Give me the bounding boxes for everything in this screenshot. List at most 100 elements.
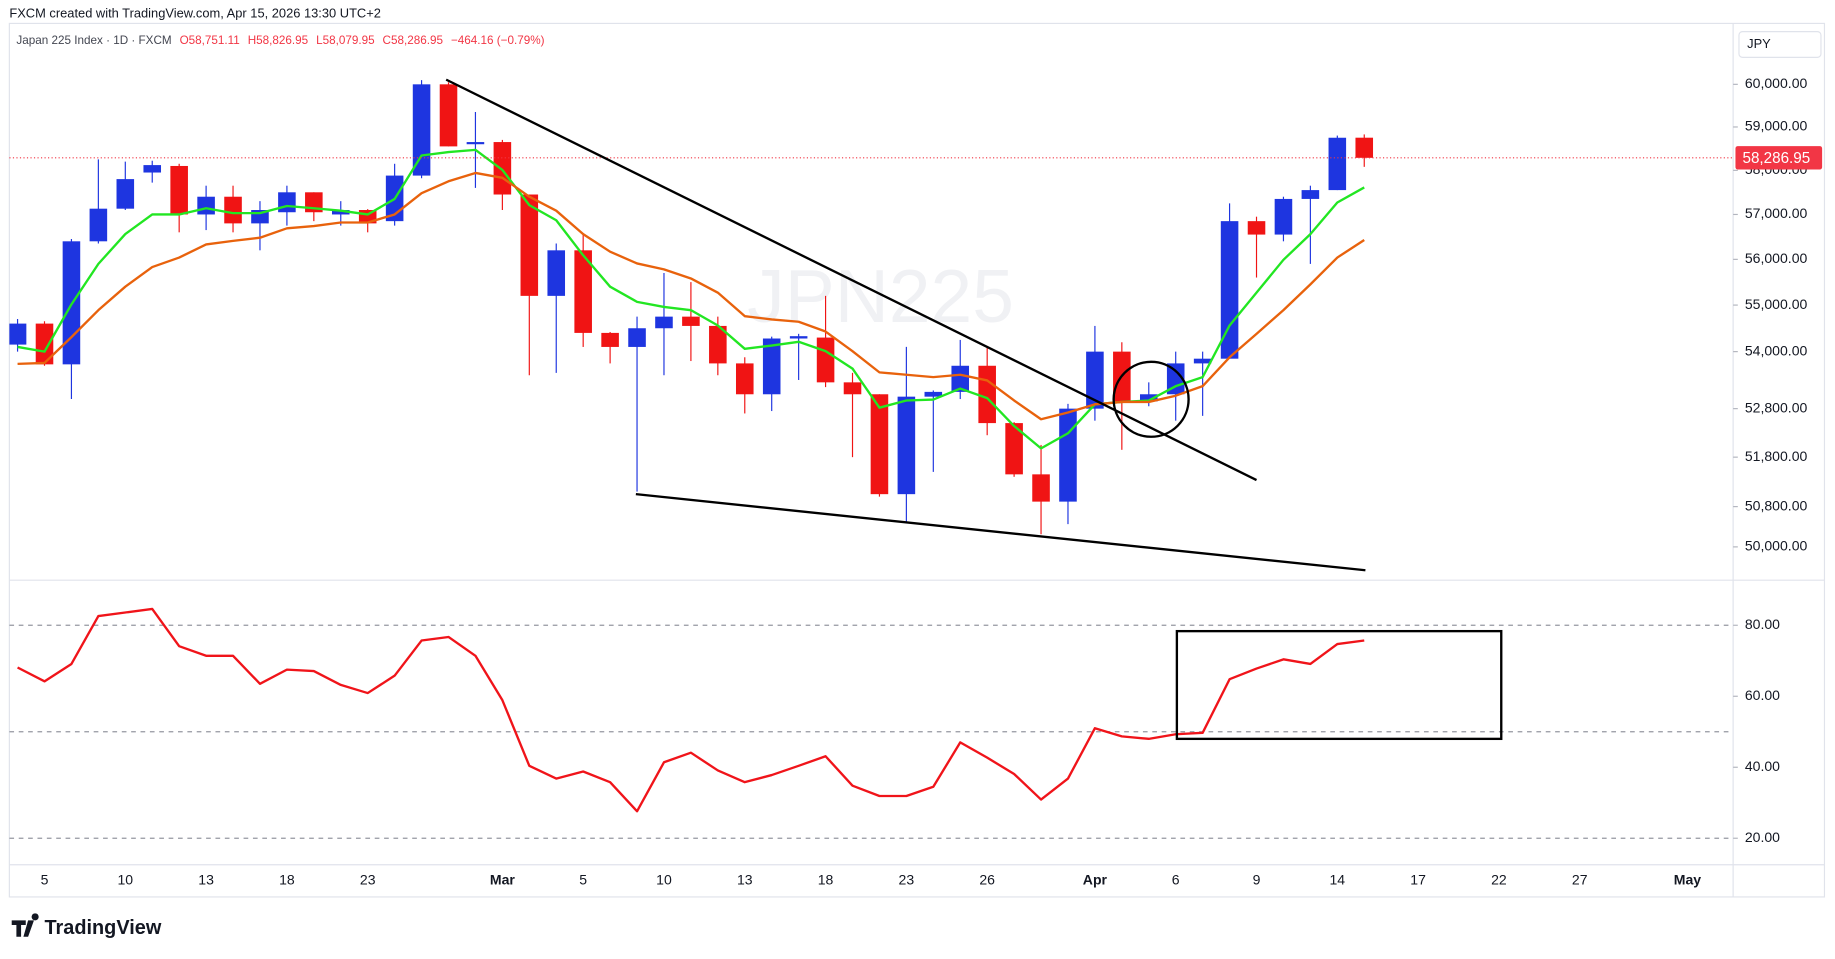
candle-body: [520, 194, 539, 296]
candle-body: [9, 323, 27, 345]
credit: FXCM created with TradingView.com, Apr 1…: [9, 5, 381, 20]
logo: TradingView: [11, 913, 162, 939]
candle-body: [870, 394, 889, 495]
last-price-box: [1735, 146, 1823, 170]
candle-body: [547, 250, 566, 296]
symbol: Japan 225 Index · 1D · FXCM: [16, 34, 171, 47]
candle-body: [1032, 474, 1050, 502]
candle-body: [951, 365, 970, 392]
x-tick-label: 26: [979, 871, 995, 887]
currency-box[interactable]: [1738, 31, 1822, 58]
x-tick-label: May: [1674, 871, 1702, 887]
candle-body: [1139, 394, 1158, 402]
candle-body: [170, 165, 188, 215]
y-tick-label: 50,000.00: [1745, 538, 1808, 554]
candle-body: [789, 336, 808, 339]
logo-icon: [11, 913, 39, 937]
x-tick-label: 23: [360, 871, 376, 887]
y-tick-label: 80.00: [1745, 616, 1780, 632]
candle-body: [439, 84, 458, 147]
candle-body: [35, 323, 54, 365]
candle-body: [1193, 358, 1212, 364]
x-tick-label: 5: [579, 871, 587, 887]
y-tick-label: 60.00: [1745, 687, 1780, 703]
x-tick-label: 18: [818, 871, 834, 887]
close-value: C58,286.95: [383, 34, 444, 47]
last-price-label: 58,286.95: [1742, 150, 1810, 167]
low-value: L58,079.95: [316, 34, 375, 47]
candle-body: [843, 382, 862, 395]
rsi-highlight-box: [1175, 629, 1503, 741]
candle-body: [1247, 221, 1266, 235]
candle-body: [1220, 221, 1239, 359]
candle-body: [762, 338, 781, 395]
x-tick-label: 23: [899, 871, 915, 887]
y-tick-label: 54,000.00: [1745, 342, 1808, 358]
x-tick-label: 10: [117, 871, 133, 887]
y-tick-label: 60,000.00: [1745, 75, 1808, 91]
x-tick-label: 22: [1491, 871, 1507, 887]
x-tick-label: 18: [279, 871, 295, 887]
y-tick-label: 52,800.00: [1745, 399, 1808, 415]
candle-body: [466, 142, 485, 145]
upper-trendline: [445, 78, 1258, 482]
candle-body: [1166, 363, 1185, 395]
candle-body: [89, 208, 108, 242]
y-tick-label: 56,000.00: [1745, 250, 1808, 266]
candle-body: [331, 210, 350, 215]
y-tick-label: 55,000.00: [1745, 296, 1808, 312]
x-tick-label: 13: [737, 871, 753, 887]
candle-body: [897, 396, 916, 495]
watermark: JPN225: [747, 254, 1014, 338]
candle-body: [816, 337, 835, 383]
candles: [9, 80, 1374, 535]
candle-body: [224, 196, 242, 224]
candle-body: [978, 365, 996, 424]
y-tick-label: 57,000.00: [1745, 205, 1808, 221]
line-series: [17, 607, 1365, 813]
x-tick-label: 13: [198, 871, 214, 887]
x-tick-label: 6: [1172, 871, 1180, 887]
candle-body: [628, 328, 646, 347]
candle-body: [1301, 190, 1320, 199]
x-tick-label: 27: [1572, 871, 1588, 887]
currency[interactable]: JPY: [1747, 36, 1771, 51]
candle-body: [1274, 198, 1293, 235]
y-tick-label: 40.00: [1745, 758, 1780, 774]
x-tick-label: 14: [1330, 871, 1346, 887]
candle-body: [143, 165, 162, 173]
breakout-circle: [1112, 360, 1190, 438]
candle-body: [682, 316, 700, 326]
x-tick-label: 5: [41, 871, 49, 887]
candle-body: [655, 316, 673, 329]
y-tick-label: 59,000.00: [1745, 118, 1808, 134]
candle-body: [574, 250, 592, 333]
candle-body: [412, 84, 431, 176]
x-tick-label: 17: [1410, 871, 1426, 887]
line-series: [17, 171, 1365, 421]
change-value: −464.16 (−0.79%): [451, 34, 545, 47]
candle-body: [116, 179, 135, 209]
candle-body: [601, 332, 619, 347]
x-tick-label: 10: [656, 871, 672, 887]
y-tick-label: 51,800.00: [1745, 448, 1808, 464]
x-tick-label: 9: [1253, 871, 1261, 887]
plot-layer: 60,000.0059,000.0058,000.0057,000.0056,0…: [9, 75, 1823, 887]
candle-body: [1086, 351, 1104, 409]
frame: [8, 22, 1826, 898]
x-tick-label: Mar: [490, 871, 516, 887]
y-tick-label: 50,800.00: [1745, 497, 1808, 513]
lower-trendline: [635, 492, 1366, 572]
x-tick-label: Apr: [1083, 871, 1108, 887]
candle-body: [735, 363, 754, 395]
candle-body: [1328, 137, 1347, 191]
candle-body: [1005, 423, 1023, 475]
open-value: O58,751.11: [180, 34, 240, 47]
candle-body: [278, 192, 296, 213]
high-value: H58,826.95: [248, 34, 309, 47]
candle-body: [1059, 408, 1077, 502]
candle-body: [493, 142, 512, 195]
y-tick-label: 20.00: [1745, 829, 1780, 845]
